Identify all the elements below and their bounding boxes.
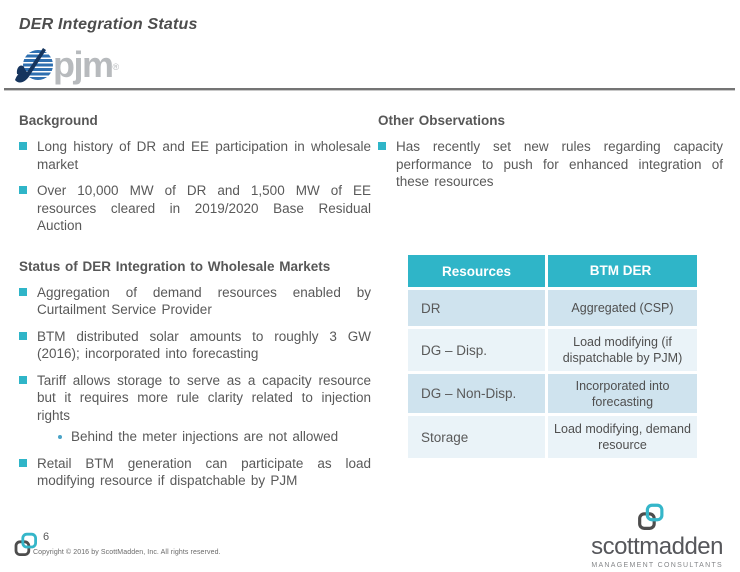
square-bullet-icon bbox=[19, 458, 27, 467]
bullet-item: Aggregation of demand resources enabled … bbox=[19, 284, 371, 319]
pjm-logo: pjm ® bbox=[13, 44, 119, 86]
scottmadden-tagline: MANAGEMENT CONSULTANTS bbox=[591, 562, 723, 569]
bullet-item: Tariff allows storage to serve as a capa… bbox=[19, 372, 371, 425]
table-row: DG – Disp. Load modifying (if dispatchab… bbox=[408, 329, 697, 371]
square-bullet-icon bbox=[378, 142, 386, 150]
bullet-item: Over 10,000 MW of DR and 1,500 MW of EE … bbox=[19, 182, 371, 235]
sub-bullet-item: Behind the meter injections are not allo… bbox=[19, 428, 371, 446]
status-heading: Status of DER Integration to Wholesale M… bbox=[19, 258, 331, 274]
registered-mark: ® bbox=[112, 61, 120, 72]
square-bullet-icon bbox=[19, 375, 27, 384]
page-number: 6 bbox=[43, 531, 50, 543]
square-bullet-icon bbox=[19, 186, 27, 194]
table-header-resources: Resources bbox=[408, 255, 545, 287]
square-bullet-icon bbox=[19, 287, 27, 296]
scottmadden-mark-icon bbox=[638, 503, 664, 530]
table-row: Storage Load modifying, demand resource bbox=[408, 416, 697, 458]
bullet-item: BTM distributed solar amounts to roughly… bbox=[19, 328, 371, 363]
scottmadden-mark-icon-small bbox=[14, 532, 37, 556]
pjm-globe-icon bbox=[15, 48, 53, 83]
right-column: Other Observations Has recently set new … bbox=[378, 105, 723, 191]
header-divider bbox=[4, 88, 735, 91]
table-row: DR Aggregated (CSP) bbox=[408, 290, 697, 326]
table-row: DG – Non-Disp. Incorporated into forecas… bbox=[408, 374, 697, 413]
left-column: Background Long history of DR and EE par… bbox=[19, 105, 371, 490]
square-bullet-icon bbox=[19, 331, 27, 340]
bullet-item: Retail BTM generation can participate as… bbox=[19, 455, 371, 490]
der-resources-table: Resources BTM DER DR Aggregated (CSP) DG… bbox=[408, 255, 697, 461]
pjm-swoosh bbox=[15, 48, 46, 83]
background-heading: Background bbox=[19, 113, 98, 128]
scottmadden-wordmark: scottmadden bbox=[591, 533, 723, 560]
copyright-text: Copyright © 2016 by ScottMadden, Inc. Al… bbox=[33, 549, 221, 556]
scottmadden-logo: scottmadden MANAGEMENT CONSULTANTS bbox=[591, 503, 723, 569]
bullet-item: Has recently set new rules regarding cap… bbox=[378, 138, 723, 191]
pjm-wordmark: pjm bbox=[53, 44, 114, 85]
slide-title: DER Integration Status bbox=[19, 16, 198, 33]
table-header-btm-der: BTM DER bbox=[548, 255, 697, 287]
other-observations-heading: Other Observations bbox=[378, 113, 506, 128]
dot-bullet-icon bbox=[58, 435, 62, 439]
square-bullet-icon bbox=[19, 142, 27, 150]
table-header-row: Resources BTM DER bbox=[408, 255, 697, 287]
bullet-item: Long history of DR and EE participation … bbox=[19, 138, 371, 173]
